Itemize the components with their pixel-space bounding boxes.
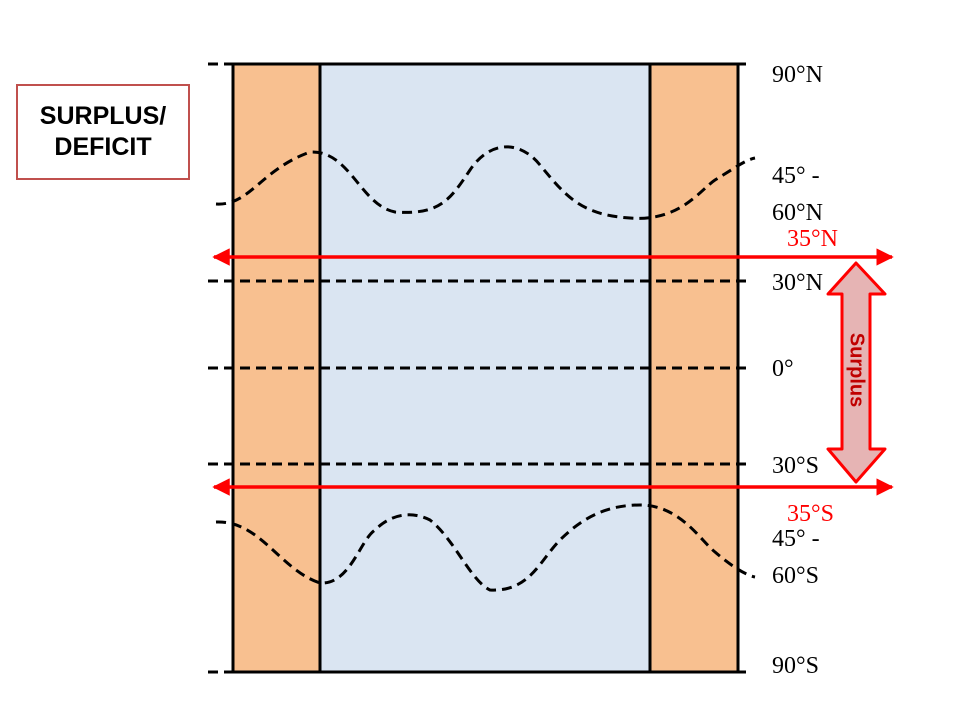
title-line-2: DEFICIT [54,133,152,161]
surplus-label: Surplus [845,332,868,408]
label-35n: 35°N [787,226,838,252]
label-90n: 90°N [772,62,823,88]
label-45-60s-line2: 60°S [772,563,819,589]
surplus-deficit-title-box: SURPLUS/ DEFICIT [16,84,190,180]
lat-wave-45-60n [215,145,756,220]
surplus-double-arrow [826,261,887,484]
label-30s: 30°S [772,453,819,479]
title-line-1: SURPLUS/ [39,101,167,130]
label-45-60s-line1: 45° - [772,526,820,552]
lat-wave-45-60s [215,503,756,592]
label-30n: 30°N [772,270,823,296]
label-35s: 35°S [787,501,834,527]
label-45-60n-line1: 45° - [772,163,820,189]
label-45-60n-line2: 60°N [772,200,823,226]
label-90s: 90°S [772,653,819,679]
label-equator: 0° [772,356,794,382]
